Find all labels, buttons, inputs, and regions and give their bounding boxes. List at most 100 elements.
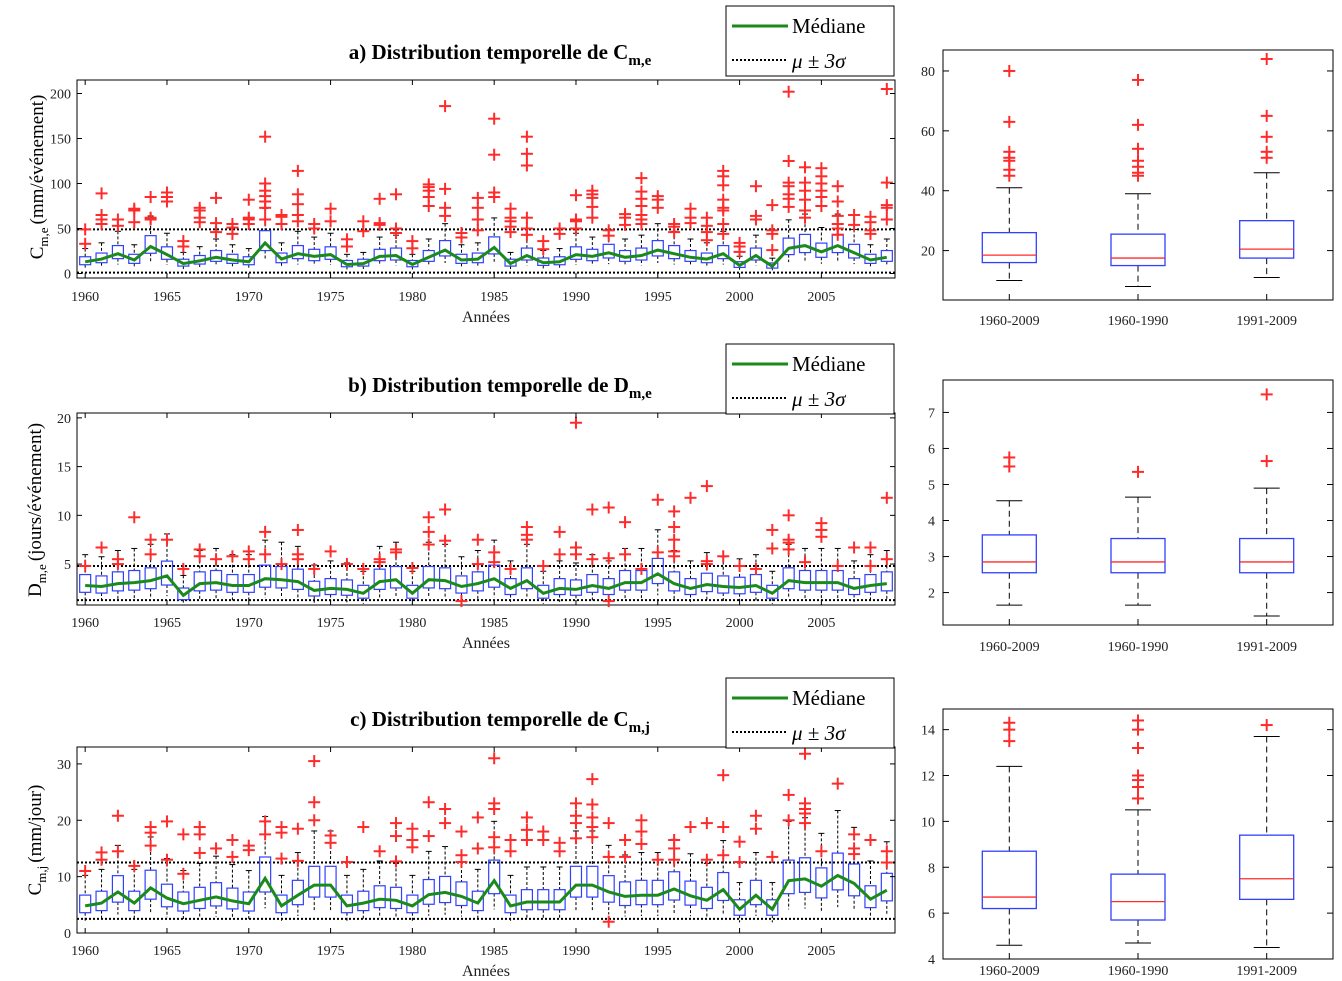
year-box bbox=[651, 529, 664, 596]
y-tick-label: 0 bbox=[64, 927, 71, 942]
outlier-marker bbox=[733, 855, 746, 868]
outlier-marker bbox=[455, 227, 468, 239]
y-tick-label: 10 bbox=[57, 871, 71, 886]
outlier-marker bbox=[749, 180, 762, 193]
outlier-marker bbox=[324, 829, 337, 842]
outlier-marker bbox=[520, 811, 533, 824]
x-tick-label: 1990 bbox=[562, 290, 590, 305]
chart-title: b) Distribution temporelle de Dm,e bbox=[348, 373, 652, 402]
outlier-marker bbox=[406, 235, 419, 248]
outlier-marker bbox=[1132, 741, 1144, 754]
plot-frame bbox=[76, 746, 896, 934]
y-tick-label: 12 bbox=[921, 770, 935, 785]
outlier-marker bbox=[259, 213, 272, 226]
outlier-marker bbox=[635, 825, 648, 838]
outlier-marker bbox=[520, 823, 533, 836]
outlier-marker bbox=[95, 846, 108, 859]
period-box bbox=[981, 451, 1037, 606]
outlier-marker bbox=[128, 202, 141, 215]
year-box bbox=[537, 866, 550, 920]
outlier-marker bbox=[815, 845, 828, 858]
outlier-marker bbox=[390, 817, 403, 830]
summary-panel-3: 4 6 8 10 12 14 1960-2009 1960-1990 1991-2009 bbox=[921, 708, 1334, 979]
outlier-marker bbox=[291, 523, 304, 536]
y-tick-label: 6 bbox=[928, 442, 935, 457]
x-tick-label: 1991-2009 bbox=[1236, 640, 1297, 655]
outlier-marker bbox=[668, 521, 681, 534]
outlier-marker bbox=[586, 811, 599, 824]
outlier-marker bbox=[390, 543, 403, 556]
outlier-marker bbox=[144, 191, 157, 203]
outlier-marker bbox=[799, 176, 812, 189]
x-tick-label: 1960-1990 bbox=[1108, 314, 1169, 329]
outlier-marker bbox=[586, 831, 599, 844]
x-tick-label: 1960 bbox=[71, 616, 99, 631]
outlier-marker bbox=[520, 147, 533, 160]
outlier-marker bbox=[782, 85, 795, 98]
outlier-marker bbox=[455, 825, 468, 838]
outlier-marker bbox=[111, 553, 124, 566]
outlier-marker bbox=[668, 834, 681, 846]
outlier-marker bbox=[602, 224, 615, 237]
median-line bbox=[85, 572, 887, 598]
outlier-marker bbox=[799, 556, 812, 569]
outlier-marker bbox=[766, 850, 779, 863]
outlier-marker bbox=[291, 164, 304, 177]
outlier-marker bbox=[504, 562, 517, 575]
outlier-marker bbox=[177, 828, 190, 841]
y-tick-label: 8 bbox=[928, 861, 935, 876]
outlier-marker bbox=[504, 834, 517, 846]
summary-panel-2: 2 3 4 5 6 7 1960-2009 1960-1990 1991-2009 bbox=[928, 379, 1334, 655]
year-box bbox=[504, 251, 517, 270]
outlier-marker bbox=[259, 828, 272, 841]
x-tick-label: 2000 bbox=[726, 290, 754, 305]
outlier-marker bbox=[520, 211, 533, 224]
x-tick-label: 1975 bbox=[317, 944, 345, 959]
outlier-marker bbox=[586, 211, 599, 224]
year-box bbox=[160, 232, 174, 265]
year-box bbox=[553, 866, 566, 920]
outlier-marker bbox=[635, 814, 648, 827]
outlier-marker bbox=[160, 186, 173, 199]
outlier-marker bbox=[520, 130, 533, 143]
year-box bbox=[569, 232, 583, 265]
outlier-marker bbox=[242, 211, 255, 224]
legend-median-label: Médiane bbox=[792, 352, 865, 376]
legend: Médiane μ ± 3σ bbox=[725, 677, 895, 749]
outlier-marker bbox=[177, 235, 190, 248]
year-box bbox=[209, 855, 223, 917]
x-tick-label: 2000 bbox=[726, 616, 754, 631]
outlier-marker bbox=[488, 148, 501, 161]
year-box bbox=[488, 217, 501, 262]
outlier-marker bbox=[864, 834, 877, 846]
outlier-marker bbox=[848, 842, 861, 855]
outlier-marker bbox=[553, 525, 566, 538]
y-axis-label-unit: (jours/événement) bbox=[25, 423, 46, 561]
outlier-marker bbox=[406, 561, 419, 574]
outlier-marker bbox=[144, 533, 157, 546]
outlier-marker bbox=[520, 222, 533, 235]
y-tick-label: 80 bbox=[921, 65, 935, 80]
y-axis-label-unit: (mm/événement) bbox=[27, 95, 48, 225]
outlier-marker bbox=[259, 177, 272, 190]
outlier-marker bbox=[422, 830, 435, 843]
outlier-marker bbox=[635, 172, 648, 185]
legend-frame bbox=[725, 677, 895, 749]
y-axis-label-symbol: D bbox=[25, 583, 46, 597]
outlier-marker bbox=[471, 842, 484, 855]
outlier-marker bbox=[619, 850, 632, 863]
y-tick-label: 30 bbox=[57, 758, 71, 773]
outlier-marker bbox=[275, 558, 288, 571]
outlier-marker bbox=[1132, 792, 1144, 805]
outlier-marker bbox=[651, 190, 664, 203]
outlier-marker bbox=[128, 511, 141, 524]
x-tick-label: 2000 bbox=[726, 944, 754, 959]
x-tick-label: 1960-2009 bbox=[979, 964, 1040, 979]
outlier-marker bbox=[586, 503, 599, 516]
outlier-marker bbox=[733, 236, 746, 249]
outlier-marker bbox=[635, 562, 648, 575]
outlier-marker bbox=[880, 856, 893, 869]
outlier-marker bbox=[340, 233, 353, 246]
legend-frame bbox=[725, 343, 895, 415]
